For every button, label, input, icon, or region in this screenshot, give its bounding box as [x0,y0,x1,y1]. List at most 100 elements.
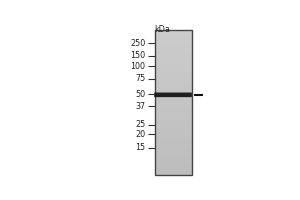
Bar [155,132,192,134]
Bar [155,32,192,34]
Bar [155,107,192,109]
Text: 75: 75 [135,74,146,83]
Bar [155,65,192,66]
Bar [155,33,192,35]
Bar [155,160,192,162]
Bar [155,36,192,37]
Bar [155,71,192,72]
Bar [155,143,192,145]
Bar [155,126,192,128]
Bar [155,129,192,130]
Bar [155,164,192,165]
Bar [155,124,192,125]
Bar [155,95,192,97]
Bar [155,56,192,58]
Bar [155,50,192,52]
Bar [155,77,192,78]
Text: 150: 150 [130,51,146,60]
Bar [155,76,192,77]
Bar [155,55,192,57]
Bar [155,70,192,71]
Bar [155,136,192,138]
Bar [155,37,192,39]
Bar [155,67,192,69]
Bar [155,140,192,141]
FancyBboxPatch shape [154,93,192,97]
Bar [155,96,192,98]
Bar [155,103,192,105]
Bar [155,68,192,70]
Bar [155,53,192,54]
Bar [155,125,192,127]
Bar [155,166,192,168]
Bar [155,91,192,93]
Bar [155,102,192,104]
Bar [155,169,192,170]
Bar [155,149,192,151]
Bar [155,87,192,88]
Bar [155,171,192,173]
Bar [155,74,192,76]
Bar [155,108,192,110]
Bar [155,106,192,107]
Bar [155,114,192,116]
Bar [155,155,192,157]
Bar [155,144,192,146]
Bar [155,72,192,74]
Text: 15: 15 [136,143,146,152]
Bar [155,146,192,147]
Bar [155,62,192,64]
Bar [155,85,192,87]
Bar [155,99,192,100]
Bar [155,148,192,150]
Bar [155,120,192,122]
Bar [155,150,192,152]
Bar [155,112,192,113]
Bar [155,122,192,123]
Bar [155,66,192,68]
Text: 37: 37 [136,102,146,111]
Bar [155,88,192,89]
Text: kDa: kDa [154,25,170,34]
Text: 25: 25 [135,120,146,129]
Bar [155,153,192,154]
Bar [155,41,192,42]
Text: 20: 20 [136,130,146,139]
Bar [155,170,192,171]
Text: 50: 50 [136,90,146,99]
Bar [155,100,192,101]
Bar [155,49,192,51]
Bar [155,116,192,117]
Bar [155,47,192,48]
Bar [155,58,192,59]
Bar [155,101,192,103]
Bar [155,30,192,175]
Bar [155,54,192,55]
Bar [155,109,192,111]
Bar [155,105,192,106]
Bar [155,111,192,112]
Bar [155,93,192,94]
Bar [155,82,192,83]
Bar [155,61,192,63]
Bar [155,142,192,144]
Bar [155,135,192,136]
Bar [155,173,192,175]
Bar [155,84,192,86]
Bar [155,163,192,164]
Bar [155,31,192,33]
Bar [155,152,192,153]
Bar [155,137,192,139]
Bar [155,172,192,174]
Bar [155,78,192,80]
Bar [155,89,192,90]
Bar [155,165,192,166]
Text: 250: 250 [130,39,146,48]
Bar [155,48,192,49]
Bar [155,44,192,46]
Bar [155,157,192,158]
Bar [155,118,192,119]
Bar [155,42,192,43]
Bar [155,40,192,41]
Bar [155,130,192,131]
